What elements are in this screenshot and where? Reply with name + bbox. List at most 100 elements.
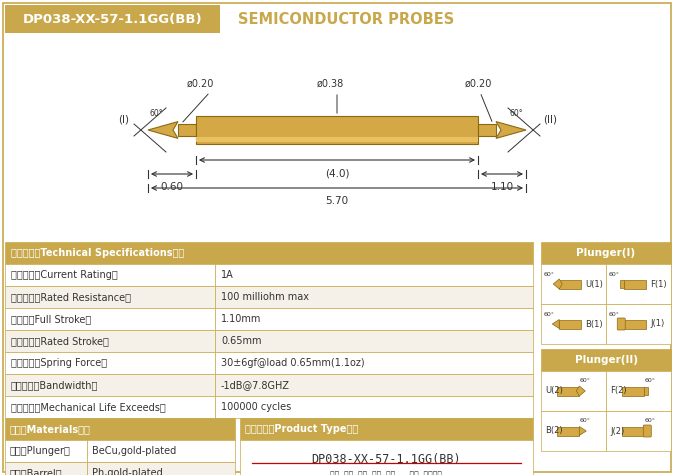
Text: F(2): F(2)	[610, 387, 627, 396]
FancyBboxPatch shape	[617, 318, 625, 330]
Text: 60°: 60°	[580, 418, 591, 424]
Text: -1dB@7.8GHZ: -1dB@7.8GHZ	[221, 380, 290, 390]
Text: 0.60: 0.60	[160, 182, 183, 192]
Text: (I): (I)	[119, 115, 129, 125]
FancyBboxPatch shape	[215, 374, 533, 396]
FancyBboxPatch shape	[541, 411, 606, 451]
Text: 技术要求（Technical Specifications）：: 技术要求（Technical Specifications）：	[11, 248, 184, 258]
Text: 满行程（Full Stroke）: 满行程（Full Stroke）	[11, 314, 91, 324]
FancyBboxPatch shape	[5, 330, 215, 352]
FancyBboxPatch shape	[557, 427, 579, 436]
Text: U(1): U(1)	[585, 279, 603, 288]
FancyBboxPatch shape	[624, 279, 646, 288]
FancyBboxPatch shape	[606, 304, 671, 344]
Text: ø0.38: ø0.38	[316, 79, 344, 89]
Text: 频率带宽（Bandwidth）: 频率带宽（Bandwidth）	[11, 380, 98, 390]
Text: ø0.20: ø0.20	[464, 79, 492, 89]
Polygon shape	[620, 280, 624, 288]
Text: 额定行程（Rated Stroke）: 额定行程（Rated Stroke）	[11, 336, 109, 346]
Text: 30±6gf@load 0.65mm(1.1oz): 30±6gf@load 0.65mm(1.1oz)	[221, 358, 365, 368]
FancyBboxPatch shape	[606, 371, 671, 411]
FancyBboxPatch shape	[5, 308, 215, 330]
Polygon shape	[148, 122, 178, 138]
Text: (4.0): (4.0)	[325, 168, 349, 178]
Text: 材质（Materials）：: 材质（Materials）：	[10, 424, 91, 434]
Text: J(1): J(1)	[650, 320, 665, 329]
Text: 额定电流（Current Rating）: 额定电流（Current Rating）	[11, 270, 118, 280]
FancyBboxPatch shape	[541, 371, 606, 411]
Text: 成品型号（Product Type）：: 成品型号（Product Type）：	[245, 424, 359, 434]
Text: 针头（Plunger）: 针头（Plunger）	[10, 446, 71, 456]
FancyBboxPatch shape	[240, 418, 533, 440]
FancyBboxPatch shape	[87, 440, 235, 462]
FancyBboxPatch shape	[5, 440, 87, 462]
FancyBboxPatch shape	[5, 396, 215, 418]
Text: 1.10: 1.10	[491, 182, 514, 192]
Polygon shape	[579, 427, 586, 436]
Text: 1A: 1A	[221, 270, 234, 280]
FancyBboxPatch shape	[5, 242, 533, 264]
Text: 100000 cycles: 100000 cycles	[221, 402, 291, 412]
FancyBboxPatch shape	[606, 264, 671, 304]
Text: DP038-XX-57-1.1GG(BB): DP038-XX-57-1.1GG(BB)	[23, 12, 202, 26]
FancyBboxPatch shape	[196, 137, 478, 142]
Text: 针管（Barrel）: 针管（Barrel）	[10, 468, 63, 475]
Text: DP038-XX-57-1.1GG(BB): DP038-XX-57-1.1GG(BB)	[311, 453, 461, 465]
Text: Plunger(I): Plunger(I)	[576, 248, 636, 258]
Text: 60°: 60°	[609, 312, 620, 316]
FancyBboxPatch shape	[5, 418, 235, 440]
FancyBboxPatch shape	[240, 440, 533, 475]
Polygon shape	[644, 387, 648, 395]
FancyBboxPatch shape	[5, 352, 215, 374]
FancyBboxPatch shape	[5, 286, 215, 308]
Polygon shape	[576, 386, 585, 396]
Polygon shape	[496, 122, 526, 138]
Text: F(1): F(1)	[650, 279, 667, 288]
Text: ø0.20: ø0.20	[186, 79, 214, 89]
FancyBboxPatch shape	[196, 116, 478, 144]
Text: U(2): U(2)	[545, 387, 563, 396]
Text: 60°: 60°	[544, 272, 555, 276]
FancyBboxPatch shape	[541, 349, 671, 371]
Text: 0.65mm: 0.65mm	[221, 336, 262, 346]
Text: 60°: 60°	[509, 110, 523, 118]
FancyBboxPatch shape	[624, 320, 646, 329]
FancyBboxPatch shape	[215, 286, 533, 308]
FancyBboxPatch shape	[215, 264, 533, 286]
FancyBboxPatch shape	[622, 387, 644, 396]
FancyBboxPatch shape	[5, 462, 87, 475]
Text: 额定弹力（Spring Force）: 额定弹力（Spring Force）	[11, 358, 107, 368]
Text: 额定电阻（Rated Resistance）: 额定电阻（Rated Resistance）	[11, 292, 131, 302]
FancyBboxPatch shape	[643, 425, 651, 437]
Text: Plunger(II): Plunger(II)	[574, 355, 638, 365]
FancyBboxPatch shape	[5, 264, 215, 286]
Text: B(1): B(1)	[585, 320, 603, 329]
Text: SEMICONDUCTOR PROBES: SEMICONDUCTOR PROBES	[238, 11, 454, 27]
Text: (II): (II)	[543, 115, 557, 125]
FancyBboxPatch shape	[541, 242, 671, 264]
FancyBboxPatch shape	[215, 308, 533, 330]
Text: 60°: 60°	[149, 110, 163, 118]
FancyBboxPatch shape	[557, 387, 579, 396]
FancyBboxPatch shape	[87, 462, 235, 475]
FancyBboxPatch shape	[178, 124, 196, 136]
Text: 测试寿命（Mechanical Life Exceeds）: 测试寿命（Mechanical Life Exceeds）	[11, 402, 166, 412]
FancyBboxPatch shape	[5, 374, 215, 396]
Text: 100 milliohm max: 100 milliohm max	[221, 292, 309, 302]
FancyBboxPatch shape	[215, 396, 533, 418]
FancyBboxPatch shape	[215, 330, 533, 352]
Text: 系列  规格  头型  总长  弹力      镀金  针头材质: 系列 规格 头型 总长 弹力 镀金 针头材质	[330, 471, 443, 475]
Text: 60°: 60°	[580, 379, 591, 383]
FancyBboxPatch shape	[559, 320, 581, 329]
Text: 60°: 60°	[645, 418, 656, 424]
Text: J(2): J(2)	[610, 427, 624, 436]
Text: Ph,gold-plated: Ph,gold-plated	[92, 468, 162, 475]
FancyBboxPatch shape	[478, 124, 496, 136]
FancyBboxPatch shape	[541, 264, 606, 304]
FancyBboxPatch shape	[606, 411, 671, 451]
FancyBboxPatch shape	[622, 427, 644, 436]
Text: 5.70: 5.70	[326, 196, 348, 206]
Text: B(2): B(2)	[545, 427, 563, 436]
FancyBboxPatch shape	[215, 352, 533, 374]
Text: 1.10mm: 1.10mm	[221, 314, 262, 324]
